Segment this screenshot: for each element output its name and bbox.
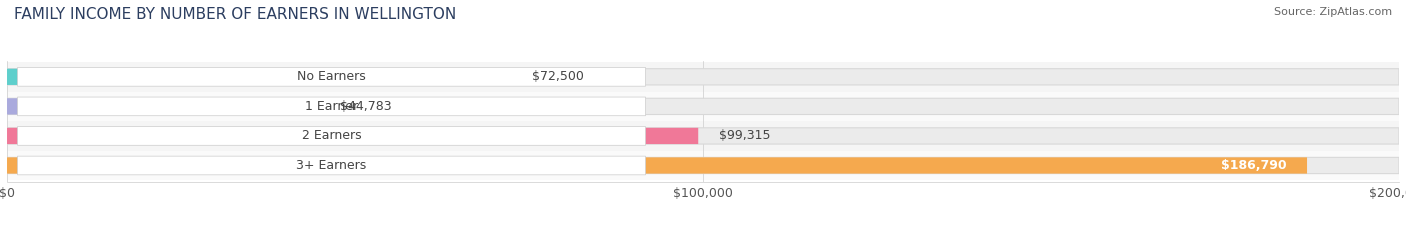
Text: 1 Earner: 1 Earner <box>305 100 359 113</box>
Text: $72,500: $72,500 <box>533 70 585 83</box>
Text: $44,783: $44,783 <box>340 100 391 113</box>
FancyBboxPatch shape <box>17 68 645 86</box>
FancyBboxPatch shape <box>7 69 512 85</box>
FancyBboxPatch shape <box>7 69 1399 85</box>
Text: $186,790: $186,790 <box>1220 159 1286 172</box>
FancyBboxPatch shape <box>7 98 319 114</box>
FancyBboxPatch shape <box>17 127 645 145</box>
FancyBboxPatch shape <box>7 62 1399 92</box>
FancyBboxPatch shape <box>7 121 1399 151</box>
FancyBboxPatch shape <box>7 151 1399 180</box>
FancyBboxPatch shape <box>17 97 645 116</box>
Text: 2 Earners: 2 Earners <box>302 130 361 142</box>
FancyBboxPatch shape <box>7 92 1399 121</box>
FancyBboxPatch shape <box>7 128 1399 144</box>
FancyBboxPatch shape <box>7 128 699 144</box>
FancyBboxPatch shape <box>17 156 645 175</box>
Text: No Earners: No Earners <box>297 70 366 83</box>
Text: $99,315: $99,315 <box>718 130 770 142</box>
FancyBboxPatch shape <box>7 157 1399 174</box>
Text: 3+ Earners: 3+ Earners <box>297 159 367 172</box>
Text: Source: ZipAtlas.com: Source: ZipAtlas.com <box>1274 7 1392 17</box>
FancyBboxPatch shape <box>7 157 1308 174</box>
FancyBboxPatch shape <box>7 98 1399 114</box>
Text: FAMILY INCOME BY NUMBER OF EARNERS IN WELLINGTON: FAMILY INCOME BY NUMBER OF EARNERS IN WE… <box>14 7 457 22</box>
